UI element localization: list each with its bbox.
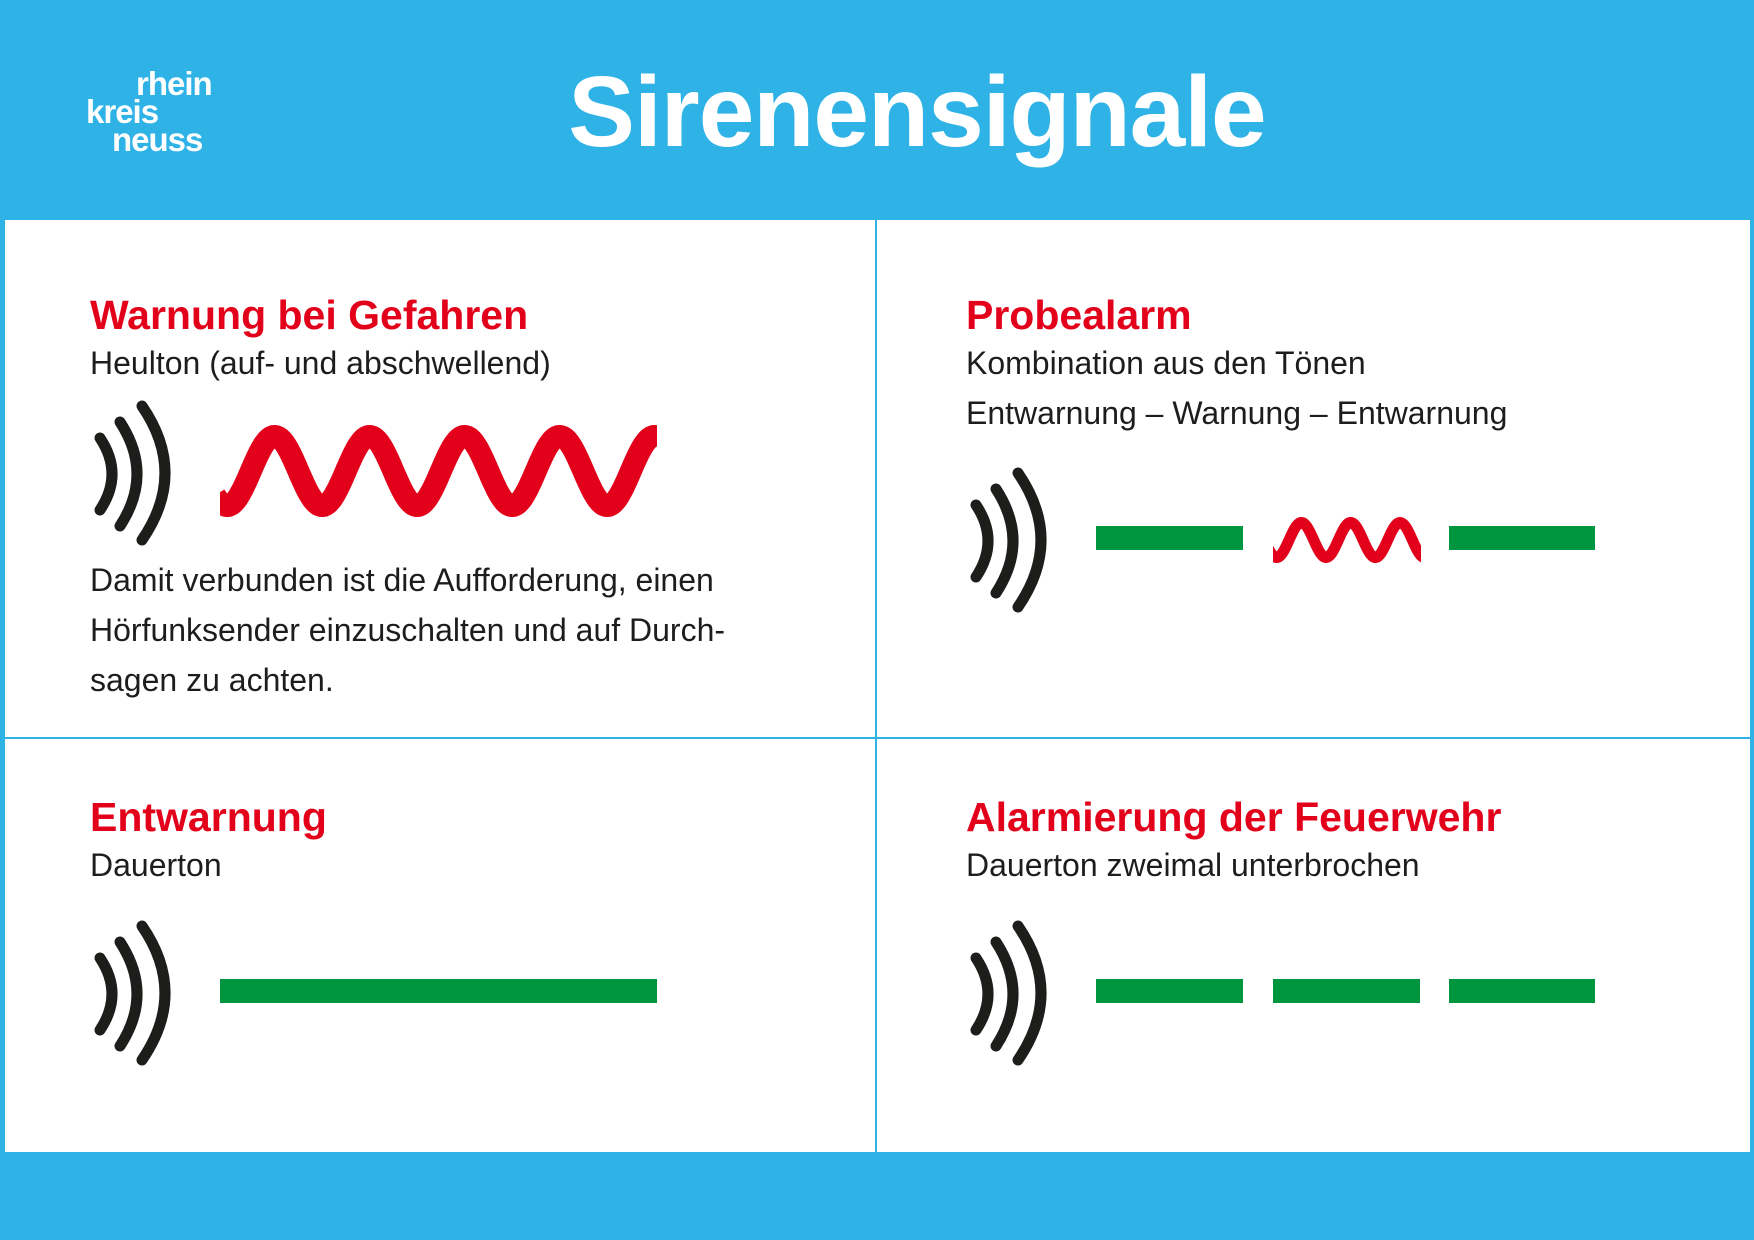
siren-sound-icon	[94, 920, 171, 1066]
steady-tone-bar	[1096, 979, 1243, 1003]
signal-description: Dauerton zweimal unterbrochen	[966, 847, 1420, 883]
steady-tone-bar	[1273, 979, 1420, 1003]
signal-all-clear: Entwarnung Dauerton	[90, 794, 327, 890]
rhein-kreis-neuss-logo: rhein kreis neuss	[86, 65, 213, 158]
sound-arc	[970, 952, 994, 1036]
signal-title: Entwarnung	[90, 794, 327, 840]
wave-line	[220, 425, 657, 517]
sound-arc	[990, 936, 1019, 1052]
siren-sound-icon	[970, 467, 1047, 613]
signal-title: Warnung bei Gefahren	[90, 292, 529, 338]
signal-note: Damit verbunden ist die Aufforderung, ei…	[90, 555, 725, 705]
logo-line: rhein	[136, 65, 213, 102]
signal-fire-brigade: Alarmierung der Feuerwehr Dauerton zweim…	[966, 794, 1501, 890]
note-line: sagen zu achten.	[90, 662, 334, 698]
sound-arc	[1012, 920, 1047, 1066]
signal-description: Dauerton	[90, 847, 222, 883]
note-line: Damit verbunden ist die Aufforderung, ei…	[90, 562, 714, 598]
signal-description: Kombination aus den Tönen	[966, 345, 1366, 381]
wailing-tone-wave	[220, 425, 657, 517]
page-title: Sirenensignale	[568, 56, 1266, 168]
sound-arc	[970, 499, 994, 583]
sound-arc	[94, 432, 118, 516]
sound-arc	[114, 936, 143, 1052]
note-line: Hörfunksender einzuschalten und auf Durc…	[90, 612, 726, 648]
logo-line: kreis	[86, 93, 159, 130]
siren-sound-icon	[970, 920, 1047, 1066]
divider-horizontal	[5, 737, 1750, 739]
logo-line: neuss	[112, 121, 203, 158]
sound-arc	[990, 483, 1019, 599]
sound-arc	[136, 920, 171, 1066]
signal-description: Heulton (auf- und abschwellend)	[90, 345, 551, 381]
signal-title: Probealarm	[966, 292, 1192, 338]
wailing-tone-wave	[1273, 517, 1421, 563]
steady-tone-bar	[1449, 526, 1595, 550]
sound-arc	[114, 416, 143, 532]
sound-arc	[136, 400, 171, 546]
wave-line	[1273, 517, 1421, 563]
steady-tone-bar	[220, 979, 657, 1003]
signal-warning: Warnung bei Gefahren Heulton (auf- und a…	[90, 292, 551, 388]
divider-vertical	[875, 220, 877, 1152]
steady-tone-bar	[1449, 979, 1595, 1003]
signal-title: Alarmierung der Feuerwehr	[966, 794, 1502, 840]
steady-tone-bar	[1096, 526, 1243, 550]
signal-test-alarm: Probealarm Kombination aus den Tönen Ent…	[966, 292, 1507, 438]
siren-sound-icon	[94, 400, 171, 546]
sound-arc	[94, 952, 118, 1036]
signal-description: Entwarnung – Warnung – Entwarnung	[966, 395, 1508, 431]
sound-arc	[1012, 467, 1047, 613]
